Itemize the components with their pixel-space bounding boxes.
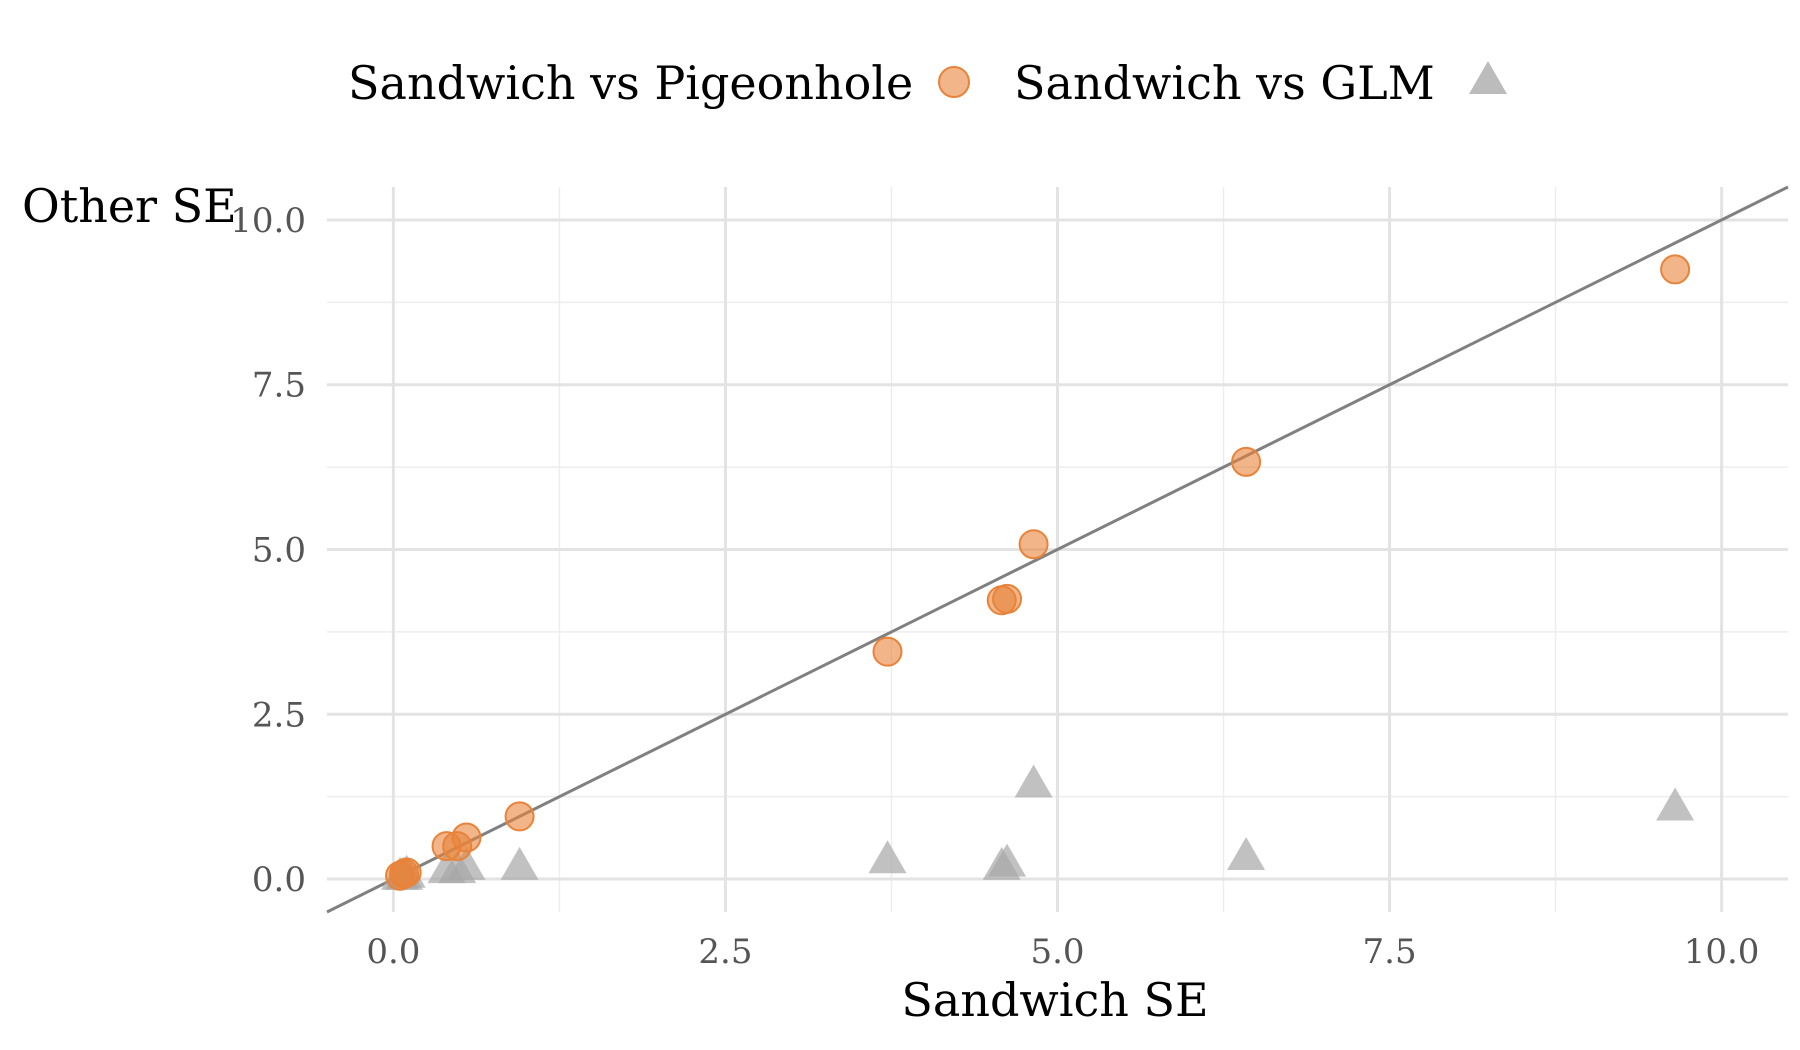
legend-label-glm: Sandwich vs GLM bbox=[1014, 56, 1435, 110]
points-layer bbox=[381, 254, 1695, 891]
glm-triangle-point bbox=[447, 846, 486, 880]
pigeonhole-circle-point bbox=[504, 801, 535, 832]
pigeonhole-circle-point bbox=[872, 636, 903, 667]
y-tick-label: 10.0 bbox=[230, 201, 306, 241]
glm-triangle-point bbox=[868, 840, 907, 874]
legend-key-triangle bbox=[1469, 61, 1507, 94]
y-axis-ticks: 0.0 2.5 5.0 7.5 10.0 bbox=[230, 201, 306, 900]
pigeonhole-circle-point bbox=[451, 822, 482, 853]
y-tick-label: 0.0 bbox=[252, 860, 306, 900]
major-grid bbox=[327, 187, 1788, 912]
x-tick-label: 7.5 bbox=[1363, 932, 1417, 972]
x-axis-title: Sandwich SE bbox=[901, 973, 1208, 1027]
reference-line-layer bbox=[326, 185, 1789, 914]
y-tick-label: 2.5 bbox=[252, 695, 306, 735]
x-tick-label: 5.0 bbox=[1030, 932, 1084, 972]
glm-triangle-point bbox=[988, 843, 1027, 877]
glm-triangle-point bbox=[1227, 836, 1266, 870]
pigeonhole-circle-point bbox=[391, 857, 422, 888]
y-tick-label: 5.0 bbox=[252, 531, 306, 571]
glm-triangle-point bbox=[1656, 787, 1695, 821]
x-tick-label: 2.5 bbox=[698, 932, 752, 972]
glm-triangle-point bbox=[500, 846, 539, 880]
identity-reference-line bbox=[326, 185, 1789, 914]
x-tick-label: 0.0 bbox=[366, 932, 420, 972]
glm-triangle-point bbox=[1014, 764, 1053, 798]
y-tick-label: 7.5 bbox=[252, 366, 306, 406]
legend-label-pigeonhole: Sandwich vs Pigeonhole bbox=[348, 56, 913, 110]
y-axis-title: Other SE bbox=[22, 179, 237, 233]
pigeonhole-circle-point bbox=[992, 583, 1023, 614]
legend: Sandwich vs Pigeonhole Sandwich vs GLM bbox=[348, 56, 1507, 110]
x-axis-ticks: 0.0 2.5 5.0 7.5 10.0 bbox=[366, 932, 1759, 972]
pigeonhole-circle-point bbox=[1018, 529, 1049, 560]
x-tick-label: 10.0 bbox=[1684, 932, 1760, 972]
legend-key-circle bbox=[938, 66, 970, 98]
pigeonhole-circle-point bbox=[1231, 446, 1262, 477]
pigeonhole-circle-point bbox=[1660, 254, 1691, 285]
